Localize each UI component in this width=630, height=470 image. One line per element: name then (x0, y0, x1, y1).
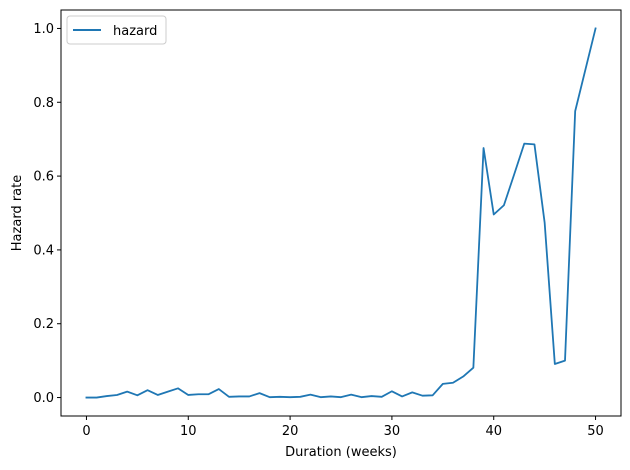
plot-background (61, 10, 621, 416)
series-line-hazard (85, 27, 597, 399)
y-axis-ticks: 0.0 0.2 0.4 0.6 0.8 1.0 (33, 22, 61, 406)
y-tick-label: 0.4 (33, 243, 54, 258)
x-axis-ticks: 0 10 20 30 40 50 (82, 416, 604, 439)
y-axis-label: Hazard rate (10, 175, 25, 251)
x-tick-label: 10 (180, 424, 197, 439)
legend-box (66, 15, 167, 45)
x-tick-label: 20 (282, 424, 299, 439)
y-tick-label: 1.0 (33, 22, 54, 37)
x-tick-label: 50 (587, 424, 604, 439)
y-tick-label: 0.6 (33, 170, 54, 185)
plot-frame (60, 9, 622, 417)
x-axis-label: Duration (weeks) (285, 445, 397, 460)
x-tick-label: 40 (485, 424, 502, 439)
legend-label: hazard (113, 24, 157, 39)
y-tick-label: 0.8 (33, 96, 54, 111)
series-group (85, 27, 597, 399)
y-tick-label: 0.2 (33, 317, 54, 332)
x-tick-label: 0 (82, 424, 90, 439)
x-tick-label: 30 (384, 424, 401, 439)
legend: hazard (66, 15, 167, 45)
y-tick-label: 0.0 (33, 391, 54, 406)
